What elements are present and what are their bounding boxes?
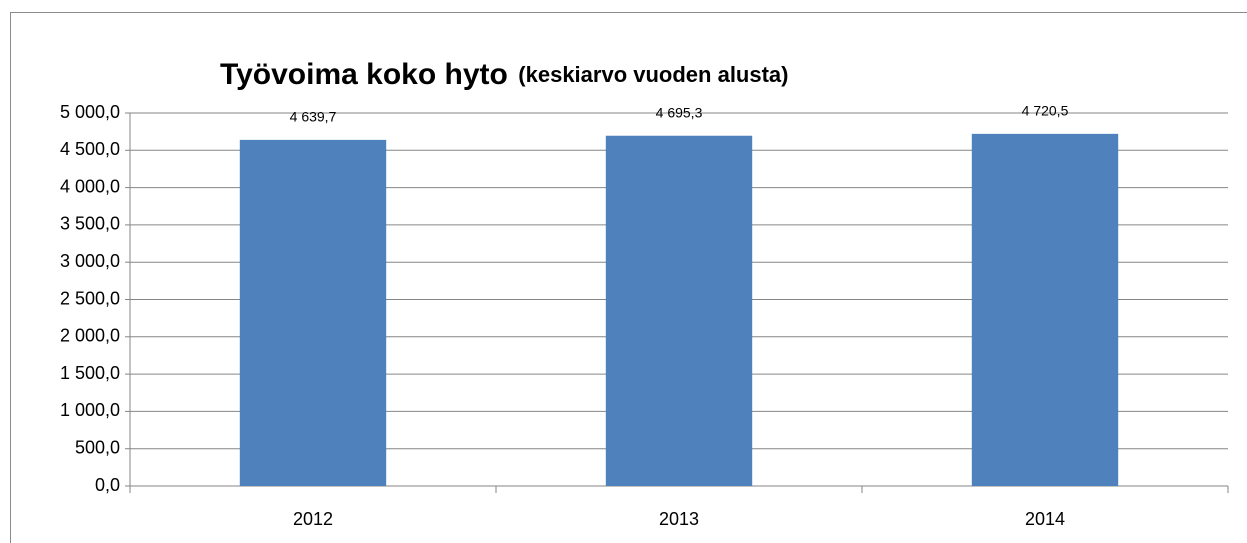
y-tick-label: 3 500,0: [60, 214, 120, 234]
y-tick-label: 0,0: [95, 475, 120, 495]
y-tick-label: 2 500,0: [60, 288, 120, 308]
value-label: 4 695,3: [656, 104, 703, 120]
y-tick-label: 4 000,0: [60, 176, 120, 196]
y-tick-label: 3 000,0: [60, 251, 120, 271]
bar: [239, 139, 387, 486]
chart-frame: [10, 12, 1247, 543]
y-tick-label: 1 000,0: [60, 400, 120, 420]
chart-title-line: Työvoima koko hyto (keskiarvo vuoden alu…: [220, 58, 789, 91]
y-tick-label: 4 500,0: [60, 139, 120, 159]
value-label: 4 720,5: [1022, 103, 1069, 119]
x-tick-label: 2014: [1025, 509, 1065, 529]
chart-title: Työvoima koko hyto: [220, 58, 508, 91]
x-tick-label: 2012: [293, 509, 333, 529]
y-tick-label: 1 500,0: [60, 363, 120, 383]
y-tick-label: 2 000,0: [60, 326, 120, 346]
bar: [971, 133, 1119, 486]
y-tick-label: 500,0: [75, 437, 120, 457]
y-tick-label: 5 000,0: [60, 102, 120, 122]
x-tick-label: 2013: [659, 509, 699, 529]
value-label: 4 639,7: [290, 109, 337, 125]
chart-subtitle: (keskiarvo vuoden alusta): [518, 62, 788, 87]
bar: [605, 135, 753, 486]
